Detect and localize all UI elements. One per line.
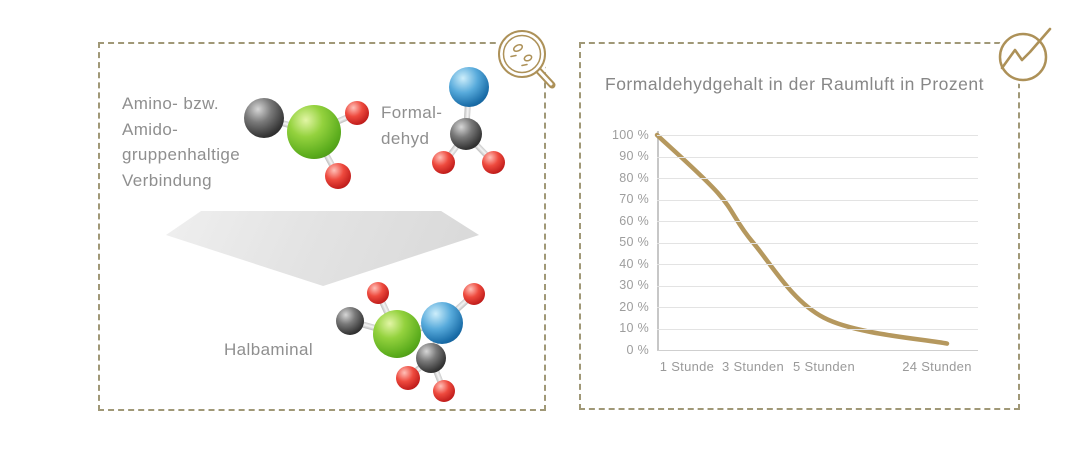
gridline [657, 242, 978, 244]
product-label-text: Halbaminal [224, 340, 314, 359]
gridline [657, 328, 978, 330]
y-tick-label: 0 % [626, 342, 649, 357]
oxygen-sphere [396, 366, 420, 390]
oxygen-sphere [432, 151, 455, 174]
nitrogen-sphere [287, 105, 341, 159]
carbon-sphere [450, 118, 482, 150]
gridline [657, 307, 978, 308]
line-series [654, 132, 950, 346]
x-axis [657, 349, 978, 351]
oxygen-sphere [433, 380, 455, 402]
y-tick-label: 10 % [619, 321, 649, 335]
reactant-label-line: Verbindung [122, 170, 213, 190]
trend-line-icon [996, 27, 1052, 84]
gridline [657, 199, 978, 201]
gridline [657, 221, 978, 222]
gridline [657, 264, 978, 265]
oxygen-sphere [325, 163, 351, 189]
gridline [657, 156, 978, 158]
y-tick-label: 100 % [612, 127, 649, 142]
y-axis [657, 131, 659, 350]
y-tick-label: 60 % [619, 213, 649, 228]
y-tick-label: 40 % [619, 256, 649, 271]
y-tick-label: 70 % [619, 192, 649, 206]
gridline [657, 178, 978, 179]
formaldehyde-label-line: Formal- [381, 103, 443, 122]
x-tick-label: 24 Stunden [902, 359, 972, 374]
oxygen-sphere [345, 101, 369, 125]
y-tick-label: 30 % [619, 278, 649, 292]
down-arrow [166, 211, 479, 286]
magnifier-particles-icon [495, 27, 556, 89]
oxygen-sphere [463, 283, 485, 305]
oxygen-sphere [367, 282, 389, 304]
nitrogen-sphere [373, 310, 421, 358]
formaldehyde-decay-line [654, 132, 950, 346]
reactant-label-line: Amido- [122, 119, 179, 139]
product-label: Halbaminal [224, 337, 313, 363]
y-tick-label: 80 % [619, 170, 649, 185]
x-tick-label: 1 Stunde [659, 359, 715, 374]
x-tick-label: 3 Stunden [722, 359, 784, 374]
formaldehyde-label: Formal- dehyd [381, 100, 442, 151]
chart-title: Formaldehydgehalt in der Raumluft in Pro… [605, 74, 984, 94]
oxygen-blue-sphere [449, 67, 489, 107]
y-tick-label: 90 % [619, 149, 649, 163]
carbon-sphere [244, 98, 284, 138]
y-tick-label: 20 % [619, 299, 649, 314]
x-tick-label: 5 Stunden [793, 359, 855, 374]
chart-panel: Formaldehydgehalt in der Raumluft in Pro… [579, 27, 1052, 410]
formaldehyde-label-line: dehyd [381, 128, 430, 148]
y-tick-label: 50 % [619, 235, 649, 249]
oxygen-blue-sphere [421, 302, 463, 344]
gridline [657, 135, 978, 136]
gridline [657, 285, 978, 287]
reactant-label-line: Amino- bzw. [122, 94, 219, 113]
oxygen-sphere [482, 151, 505, 174]
reactant-label-line: gruppenhaltige [122, 145, 241, 164]
reactant-label: Amino- bzw. Amido- gruppenhaltige Verbin… [122, 91, 240, 193]
carbon-sphere [416, 343, 446, 373]
carbon-sphere [336, 307, 364, 335]
reaction-panel: Amino- bzw. Amido- gruppenhaltige Verbin… [98, 27, 556, 411]
